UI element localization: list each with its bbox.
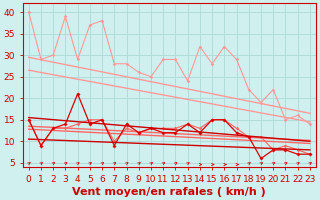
X-axis label: Vent moyen/en rafales ( km/h ): Vent moyen/en rafales ( km/h ) <box>72 187 266 197</box>
